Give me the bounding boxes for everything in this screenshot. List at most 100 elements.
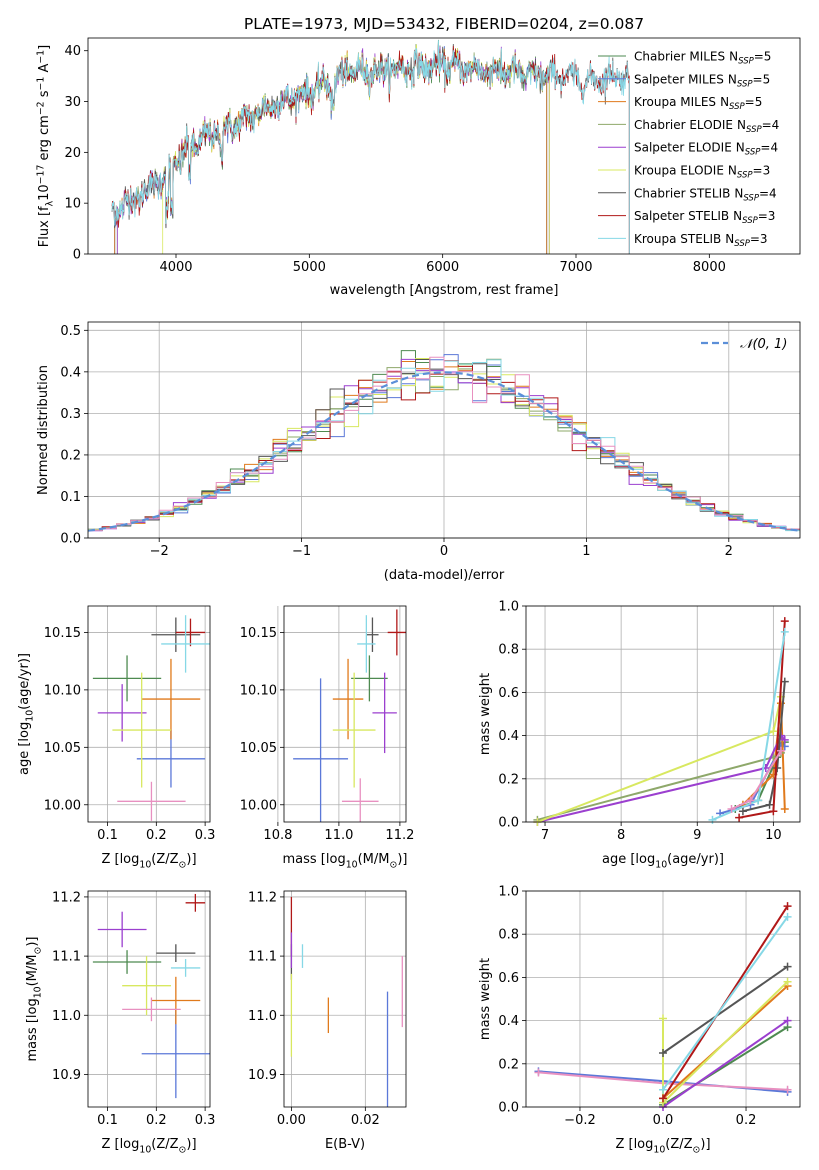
label-part: ⊙ xyxy=(179,1145,187,1156)
x-tick-label: 11.0 xyxy=(324,828,353,843)
errorbar-point xyxy=(366,617,379,652)
label-part: Kroupa MILES xyxy=(634,95,716,109)
errorbar-point xyxy=(357,615,376,673)
x-tick-label: 5000 xyxy=(293,260,326,275)
label-part: =5 xyxy=(754,50,772,64)
y-axis-label: Normed distribution xyxy=(36,365,51,495)
mass_vs_ebv-axes: 0.00 0.02 10.9 11.0 11.1 11.2 xyxy=(248,890,406,1128)
y-axis-label: mass weight xyxy=(478,673,493,755)
weight-marker xyxy=(783,902,792,911)
x-tick-label: 11.2 xyxy=(385,828,414,843)
label-part: )] xyxy=(700,1137,710,1152)
label-part: SSP xyxy=(746,125,762,135)
weight-marker xyxy=(659,1049,667,1057)
age_vs_Z-axes: 0.1 0.2 0.3 10.00 10.05 10.10 10.15 xyxy=(44,606,216,843)
label-part: −2 xyxy=(35,101,46,115)
errorbar-point xyxy=(151,617,201,652)
label-part: Flux [f xyxy=(37,206,52,247)
y-axis-label: Flux [fλ10−17 erg cm−2 s−1 A−1] xyxy=(35,45,55,247)
x-tick-label: 0.02 xyxy=(351,1113,380,1128)
label-part: SSP xyxy=(745,148,761,158)
weight-marker xyxy=(783,977,792,986)
errorbar-point xyxy=(332,672,376,788)
age_vs_Z-frame xyxy=(87,605,211,823)
mass_vs_ebv-frame xyxy=(283,890,407,1108)
label-part: age [log xyxy=(602,852,655,867)
label-part: −1 xyxy=(35,77,46,91)
y-tick-label: 10.15 xyxy=(44,626,81,641)
legend-label: Kroupa STELIB NSSP=3 xyxy=(634,232,768,249)
label-part: =4 xyxy=(759,186,777,200)
errorbar-point xyxy=(97,684,147,742)
y-tick-label: 11.2 xyxy=(248,890,277,905)
label-part: Salpeter STELIB xyxy=(634,209,729,223)
weight-marker xyxy=(769,727,778,736)
errorbar-point xyxy=(141,658,201,740)
label-part: Salpeter ELODIE xyxy=(634,141,732,155)
y-tick-label: 0.4 xyxy=(498,1014,519,1029)
y-tick-label: 0.1 xyxy=(60,490,81,505)
label-part: Kroupa STELIB xyxy=(634,232,721,246)
x-axis-label: Z [log10(Z/Z⊙)] xyxy=(101,852,196,871)
label-part: ⊙ xyxy=(389,860,397,871)
label-part: ⊙ xyxy=(33,947,44,955)
y-tick-label: 0.3 xyxy=(60,407,81,422)
label-part: 10 xyxy=(37,184,52,201)
errorbar-point xyxy=(112,672,171,788)
y-tick-label: 1.0 xyxy=(498,885,519,900)
y-tick-label: 0.6 xyxy=(498,686,519,701)
x-tick-label: 6000 xyxy=(426,260,459,275)
x-tick-label: 4000 xyxy=(159,260,192,275)
legend-label: Salpeter MILES NSSP=5 xyxy=(634,72,770,89)
legend-label: Chabrier MILES NSSP=5 xyxy=(634,50,771,67)
label-part: Chabrier MILES xyxy=(634,50,725,64)
errorbar-point xyxy=(122,956,171,1016)
spectrum-frame xyxy=(87,37,801,255)
x-tick-label: 0.1 xyxy=(97,828,118,843)
errorbar-point xyxy=(122,997,181,1022)
x-tick-label: 0.3 xyxy=(195,828,216,843)
weight-series xyxy=(662,980,789,1106)
y-tick-label: 10 xyxy=(64,197,81,212)
label-part: mass [log xyxy=(25,998,40,1061)
histogram-frame xyxy=(87,321,801,539)
label-part: N xyxy=(728,72,737,86)
mass_vs_Z-axes: 0.1 0.2 0.3 10.9 11.0 11.1 11.2 xyxy=(52,890,215,1128)
label-part: 10 xyxy=(25,710,36,722)
weight_vs_age-frame xyxy=(525,605,801,823)
label-part: =3 xyxy=(758,209,776,223)
y-tick-label: 0.0 xyxy=(498,1101,519,1116)
weight-marker xyxy=(738,807,747,816)
legend-label: Kroupa ELODIE NSSP=3 xyxy=(634,164,770,181)
weight-marker xyxy=(773,764,782,772)
errorbar-point xyxy=(387,609,406,656)
y-tick-label: 0 xyxy=(73,248,81,263)
label-part: ⊙ xyxy=(693,1145,701,1156)
label-part: =5 xyxy=(753,72,771,86)
age_vs_mass-frame xyxy=(283,605,407,823)
label-part: N xyxy=(736,141,745,155)
weight-series xyxy=(662,916,789,1091)
x-axis-label: age [log10(age/yr)] xyxy=(602,852,724,871)
x-tick-label: 2 xyxy=(725,544,733,559)
y-axis-label: mass [log10(M/M⊙)] xyxy=(25,937,44,1062)
label-part: 10 xyxy=(653,1145,665,1156)
label-part: Kroupa ELODIE xyxy=(634,164,724,178)
label-part: Chabrier ELODIE xyxy=(634,118,733,132)
label-part: (Z/Z xyxy=(151,852,178,867)
x-axis-label: wavelength [Angstrom, rest frame] xyxy=(330,283,559,298)
y-tick-label: 10.9 xyxy=(248,1068,277,1083)
label-part: N xyxy=(728,164,737,178)
y-tick-label: 10.05 xyxy=(44,741,81,756)
weight_vs_age-axes: 7 8 9 10 0.0 0.2 0.4 0.6 0.8 1.0 xyxy=(498,600,800,843)
y-tick-label: 0.5 xyxy=(60,324,81,339)
label-part: =3 xyxy=(750,232,768,246)
x-tick-label: −2 xyxy=(150,544,169,559)
label-part: (age/yr)] xyxy=(667,852,724,867)
weight_vs_Z-frame xyxy=(525,890,801,1108)
normal-curve xyxy=(88,371,800,532)
x-tick-label: 1 xyxy=(582,544,590,559)
label-part: age [log xyxy=(17,722,32,775)
errorbar-point xyxy=(117,781,186,821)
